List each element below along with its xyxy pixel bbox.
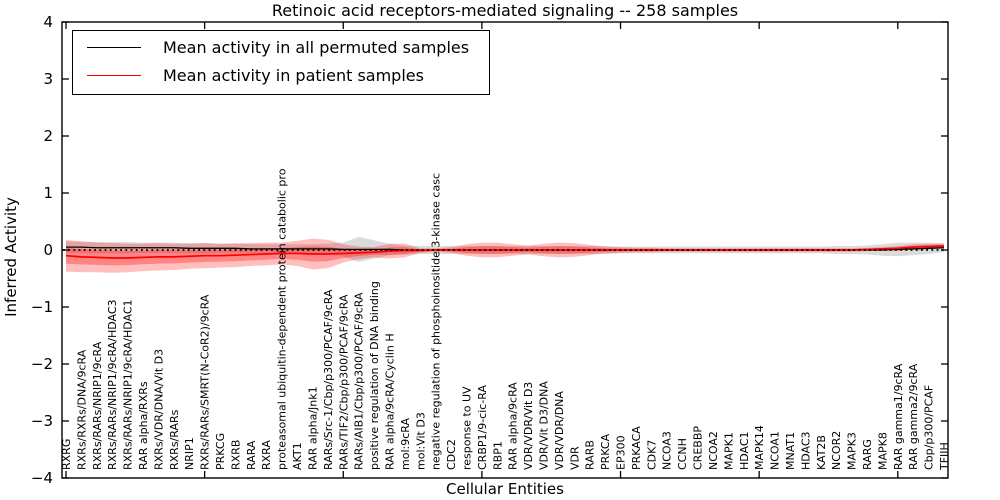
x-category-label: RXRG: [60, 439, 73, 470]
x-category-label: KAT2B: [815, 435, 828, 470]
x-category-label: NRIP1: [183, 437, 196, 470]
x-category-label: CREBBP: [692, 426, 705, 470]
x-category-label: MAPK14: [753, 425, 766, 470]
x-category-label: RAR gamma1/9cRA: [892, 363, 905, 470]
x-category-label: NCOA1: [769, 431, 782, 470]
x-category-label: EP300: [615, 435, 628, 470]
x-category-label: RXRs/RARs: [168, 409, 181, 470]
patient-std-band-outer: [66, 238, 944, 273]
x-category-label: NCOA2: [707, 431, 720, 470]
x-category-label: TFIIH: [938, 442, 951, 471]
x-category-label: RXRs/RARs/NRIP1/9cRA: [91, 341, 104, 470]
x-category-label: RXRs/VDR/DNA/Vit D3: [152, 349, 165, 470]
x-category-label: VDR/VDR/Vit D3: [522, 382, 535, 470]
x-category-label: VDR/VDR/DNA: [553, 391, 566, 470]
legend-item-permuted: Mean activity in all permuted samples: [87, 38, 481, 57]
x-category-label: RARs/TIF2/Cbp/p300/PCAF/9cRA: [337, 294, 350, 470]
x-category-label: MAPK3: [846, 432, 859, 470]
x-category-label: RXRs/RARs/NRIP1/9cRA/HDAC3: [106, 299, 119, 470]
legend-label-permuted: Mean activity in all permuted samples: [163, 38, 470, 57]
x-category-label: RARB: [584, 440, 597, 470]
x-category-label: MAPK8: [876, 432, 889, 470]
x-category-label: AKT1: [291, 442, 304, 470]
x-category-label: MAPK1: [722, 432, 735, 470]
x-category-label: CDK7: [645, 440, 658, 470]
x-category-label: RBP1: [491, 441, 504, 470]
x-category-label: response to UV: [460, 386, 473, 470]
x-category-label: positive regulation of DNA binding: [368, 281, 381, 470]
y-tick-label: 4: [43, 13, 53, 31]
x-category-label: RAR alpha/Jnk1: [306, 386, 319, 470]
chart-title: Retinoic acid receptors-mediated signali…: [271, 1, 739, 20]
x-category-label: mol:9cRA: [399, 418, 412, 470]
x-axis-label: Cellular Entities: [446, 480, 564, 498]
x-category-label: NCOR2: [830, 431, 843, 470]
x-category-label: negative regulation of phosphoinositide …: [430, 173, 443, 470]
x-category-label: Cbp/p300/PCAF: [923, 385, 936, 470]
x-category-label: RXRB: [229, 440, 242, 470]
x-category-label: VDR: [568, 446, 581, 470]
x-category-label: VDR/Vit D3/DNA: [538, 381, 551, 470]
x-category-label: RXRs/RARs/NRIP1/9cRA/HDAC1: [122, 299, 135, 470]
y-tick-label: 2: [43, 127, 53, 145]
x-category-label: HDAC3: [799, 431, 812, 470]
legend-label-patient: Mean activity in patient samples: [163, 66, 424, 85]
x-category-label: CRBP1/9-cic-RA: [476, 385, 489, 470]
y-tick-label: −3: [31, 412, 53, 430]
x-category-label: RAR alpha/9cRA/Cyclin H: [383, 333, 396, 470]
x-category-label: RAR alpha/RXRs: [137, 381, 150, 470]
x-category-label: PRKCG: [214, 433, 227, 470]
x-category-label: PRKACA: [630, 426, 643, 470]
x-category-label: PRKCA: [599, 433, 612, 470]
y-tick-label: 1: [43, 184, 53, 202]
x-category-label: mol:Vit D3: [414, 412, 427, 470]
y-tick-label: −2: [31, 355, 53, 373]
x-category-label: RXRs/RARs/SMRT(N-CoR2)/9cRA: [199, 294, 212, 470]
x-category-label: RXRA: [260, 440, 273, 470]
y-tick-label: 3: [43, 70, 53, 88]
legend-line-patient-icon: [87, 75, 141, 76]
legend-line-permuted-icon: [87, 47, 141, 48]
x-category-label: proteasomal ubiquitin-dependent protein …: [276, 168, 289, 470]
x-category-label: RARA: [245, 440, 258, 470]
x-category-label: HDAC1: [738, 431, 751, 470]
y-tick-label: −1: [31, 298, 53, 316]
y-axis-label: Inferred Activity: [2, 197, 20, 317]
x-category-label: CCNH: [676, 438, 689, 470]
x-category-label: RARs/Src-1/Cbp/p300/PCAF/9cRA: [322, 289, 335, 470]
x-category-label: MNAT1: [784, 432, 797, 470]
x-category-label: RXRs/RXRs/DNA/9cRA: [75, 349, 88, 470]
x-category-label: NCOA3: [661, 431, 674, 470]
legend: Mean activity in all permuted samples Me…: [72, 30, 490, 95]
x-category-label: RARG: [861, 439, 874, 470]
y-tick-label: −4: [31, 469, 53, 487]
x-category-label: RAR gamma2/9cRA: [907, 363, 920, 470]
x-category-label: RAR alpha/9cRA: [507, 382, 520, 470]
y-tick-label: 0: [43, 241, 53, 259]
x-category-label: RARs/AIB1/Cbp/p300/PCAF/9cRA: [353, 292, 366, 470]
legend-item-patient: Mean activity in patient samples: [87, 66, 481, 85]
x-category-label: CDC2: [445, 439, 458, 470]
